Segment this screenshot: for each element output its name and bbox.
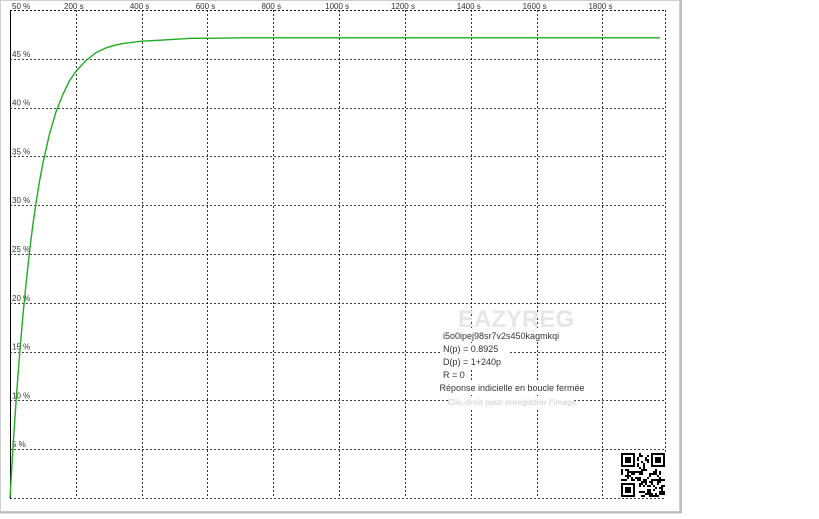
- series-group: [9, 37, 661, 499]
- info-description: Réponse indicielle en boucle fermée: [439, 383, 584, 393]
- x-tick-label: 400 s: [130, 2, 150, 11]
- info-bg-3: [440, 356, 510, 369]
- info-denominator: D(p) = 1+240p: [443, 357, 501, 367]
- info-numerator: N(p) = 0.8925: [443, 344, 498, 354]
- y-tick-label: 50 %: [12, 2, 30, 11]
- axes: [10, 10, 665, 499]
- y-tick-labels: 50 % 45 % 40 % 35 % 30 % 25 % 20 % 15 % 10 % 5 %: [12, 2, 30, 449]
- info-box: EAZYREG i5o0ipej98sr7v2s450kagmkqi N(p) …: [439, 306, 585, 408]
- info-bg-2: [440, 343, 510, 356]
- series-line-0: [9, 37, 661, 499]
- info-r: R = 0: [443, 370, 465, 380]
- y-tick-label: 30 %: [12, 196, 30, 205]
- x-tick-label: 1600 s: [523, 2, 547, 11]
- y-tick-label: 15 %: [12, 343, 30, 352]
- info-bg-5: [444, 382, 580, 395]
- watermark: EAZYREG: [458, 306, 574, 333]
- y-tick-label: 35 %: [12, 147, 30, 156]
- info-bg-1: [440, 329, 548, 342]
- window-border: [0, 0, 680, 512]
- info-bg-4: [440, 369, 470, 382]
- y-tick-label: 25 %: [12, 245, 30, 254]
- x-tick-label: 1200 s: [391, 2, 415, 11]
- x-tick-label: 1400 s: [457, 2, 481, 11]
- y-tick-label: 20 %: [12, 294, 30, 303]
- info-id: i5o0ipej98sr7v2s450kagmkqi: [443, 331, 559, 341]
- x-tick-label: 600 s: [196, 2, 216, 11]
- y-tick-label: 10 %: [12, 391, 30, 400]
- info-hint: Clic-droit pour enregistrer l'image: [448, 398, 577, 407]
- x-tick-label: 200 s: [64, 2, 84, 11]
- x-tick-label: 1000 s: [325, 2, 349, 11]
- qr-code-icon: [620, 452, 666, 498]
- y-tick-label: 40 %: [12, 99, 30, 108]
- y-tick-label: 45 %: [12, 50, 30, 59]
- info-bg-6: [450, 396, 574, 408]
- x-tick-label: 1800 s: [588, 2, 612, 11]
- x-tick-labels: 200 s 400 s 600 s 800 s 1000 s 1200 s 1400 s 16…: [64, 2, 612, 11]
- y-tick-label: 5 %: [12, 440, 26, 449]
- x-tick-label: 800 s: [262, 2, 282, 11]
